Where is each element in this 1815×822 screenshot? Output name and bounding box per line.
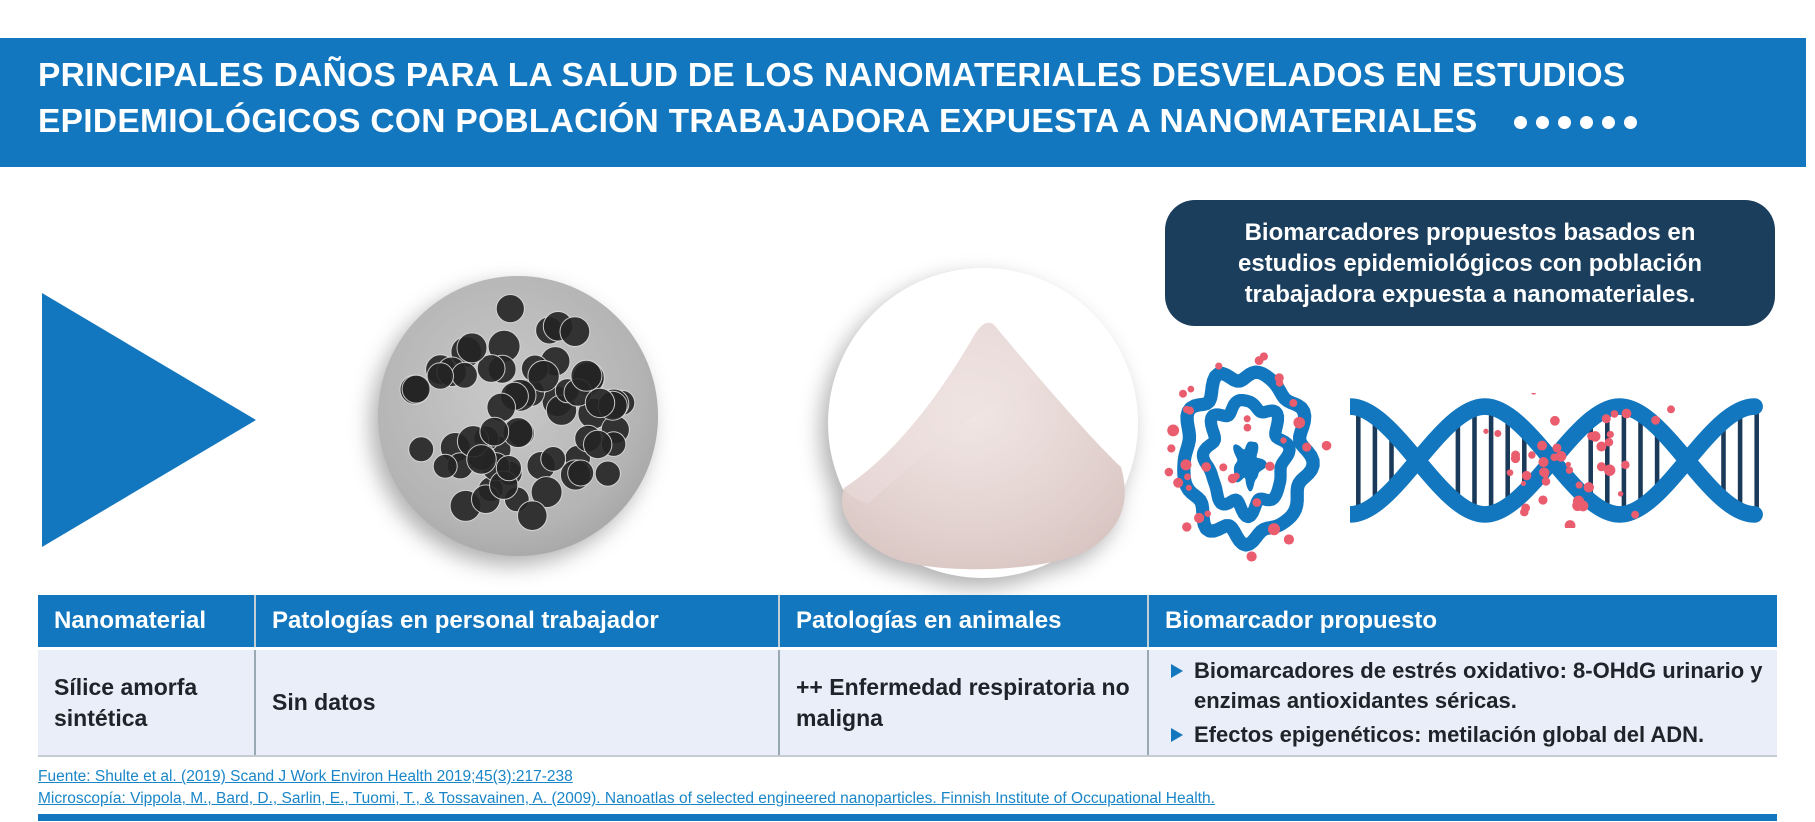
col-header-nanomaterial: Nanomaterial (38, 595, 256, 647)
table-row: Sílice amorfa sintética Sin datos ++ Enf… (38, 650, 1777, 757)
page-title: PRINCIPALES DAÑOS PARA LA SALUD DE LOS N… (38, 53, 1646, 145)
header-dot-icon (1535, 115, 1549, 129)
cell-patologias-personal: Sin datos (256, 650, 780, 755)
arrow-triangle-icon (42, 293, 256, 547)
footer-references: Fuente: Shulte et al. (2019) Scand J Wor… (38, 766, 1215, 810)
table-header-row: Nanomaterial Patologías en personal trab… (38, 595, 1777, 650)
biomarker-bullet-item: Efectos epigenéticos: metilación global … (1171, 720, 1704, 750)
dna-double-helix-icon (1350, 393, 1763, 528)
data-table: Nanomaterial Patologías en personal trab… (38, 595, 1777, 757)
cell-biomarcador: Biomarcadores de estrés oxidativo: 8-OHd… (1149, 650, 1777, 755)
title-line-2: EPIDEMIOLÓGICOS CON POBLACIÓN TRABAJADOR… (38, 103, 1478, 140)
biomarkers-callout-text: Biomarcadores propuestos basados en estu… (1237, 218, 1703, 308)
header-dot-icon (1623, 115, 1637, 129)
title-line-1: PRINCIPALES DAÑOS PARA LA SALUD DE LOS N… (38, 57, 1626, 94)
biomarker-bullet-text: Biomarcadores de estrés oxidativo: 8-OHd… (1194, 657, 1763, 713)
title-banner: PRINCIPALES DAÑOS PARA LA SALUD DE LOS N… (0, 38, 1806, 167)
cell-with-nanoparticles-icon (1164, 352, 1332, 562)
bullet-triangle-icon (1171, 663, 1183, 678)
biomarker-bullet-text: Efectos epigenéticos: metilación global … (1194, 721, 1705, 747)
cell-nanomaterial: Sílice amorfa sintética (38, 650, 256, 755)
col-header-biomarcador: Biomarcador propuesto (1165, 607, 1438, 634)
cell-patologias-animales: ++ Enfermedad respiratoria no maligna (780, 650, 1149, 755)
tem-micrograph-image (378, 276, 658, 556)
header-dot-icon (1579, 115, 1593, 129)
biomarkers-callout-box: Biomarcadores propuestos basados en estu… (1165, 200, 1775, 326)
header-dots-icon (1513, 115, 1646, 129)
silica-powder-pile-image (828, 268, 1138, 578)
biomarker-bullet-item: Biomarcadores de estrés oxidativo: 8-OHd… (1171, 656, 1769, 716)
bullet-triangle-icon (1171, 727, 1183, 742)
col-header-patologias-animales: Patologías en animales (780, 595, 1149, 647)
header-dot-icon (1601, 115, 1615, 129)
bottom-rule (38, 814, 1777, 821)
col-header-patologias-personal: Patologías en personal trabajador (256, 595, 780, 647)
microscopy-reference-link[interactable]: Microscopía: Vippola, M., Bard, D., Sarl… (38, 790, 1215, 807)
header-dot-icon (1513, 115, 1527, 129)
header-dot-icon (1557, 115, 1571, 129)
source-reference-link[interactable]: Fuente: Shulte et al. (2019) Scand J Wor… (38, 768, 573, 785)
